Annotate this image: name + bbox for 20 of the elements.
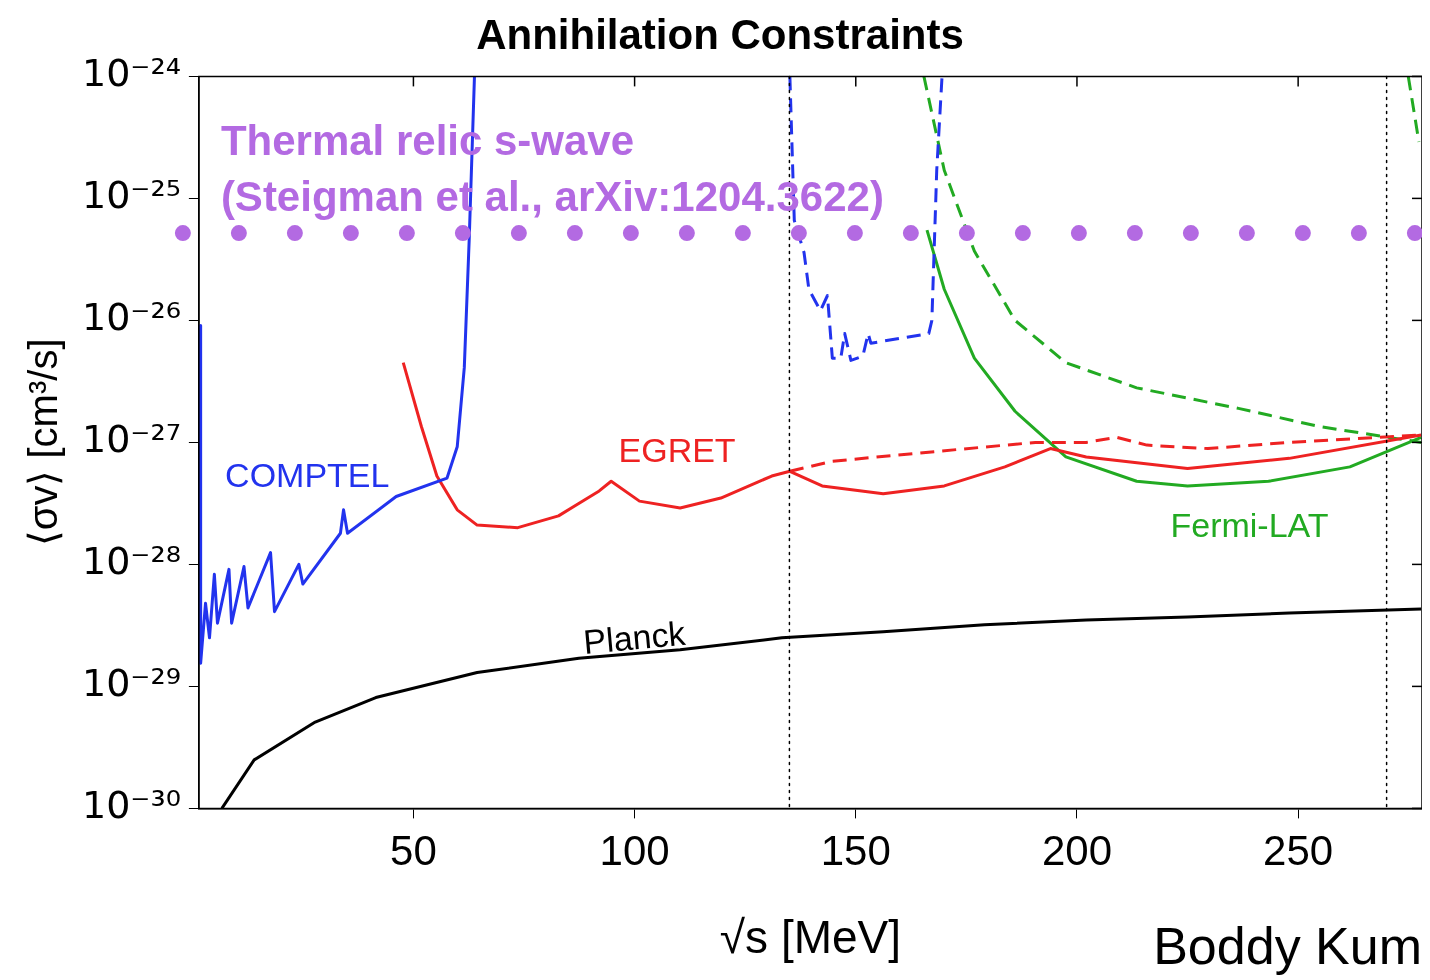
y-tick-label: 10⁻²⁴ bbox=[81, 51, 181, 96]
x-tick-label: 250 bbox=[1263, 827, 1334, 875]
y-axis-title: ⟨σv⟩ [cm³/s] bbox=[21, 338, 66, 547]
series-label: COMPTEL bbox=[225, 456, 390, 495]
x-tick-label: 200 bbox=[1041, 827, 1112, 875]
y-tick-label: 10⁻²⁵ bbox=[81, 173, 181, 218]
y-tick-label: 10⁻³⁰ bbox=[81, 783, 181, 828]
series-label: EGRET bbox=[618, 430, 736, 469]
text: Planck bbox=[581, 613, 688, 661]
x-axis-title: √s [MeV] bbox=[719, 911, 902, 964]
y-tick-label: 10⁻²⁹ bbox=[81, 661, 181, 706]
x-tick-label: 100 bbox=[599, 827, 670, 875]
x-tick-label: 150 bbox=[820, 827, 891, 875]
x-tick-label: 50 bbox=[390, 827, 437, 875]
text: Boddy Kum bbox=[1153, 917, 1422, 975]
y-tick-label: 10⁻²⁸ bbox=[81, 539, 181, 584]
series-label: Fermi-LAT bbox=[1170, 506, 1329, 545]
y-tick-label: 10⁻²⁷ bbox=[81, 417, 181, 462]
y-tick-label: 10⁻²⁶ bbox=[81, 295, 181, 340]
chart-title: Annihilation Constraints bbox=[476, 10, 964, 58]
